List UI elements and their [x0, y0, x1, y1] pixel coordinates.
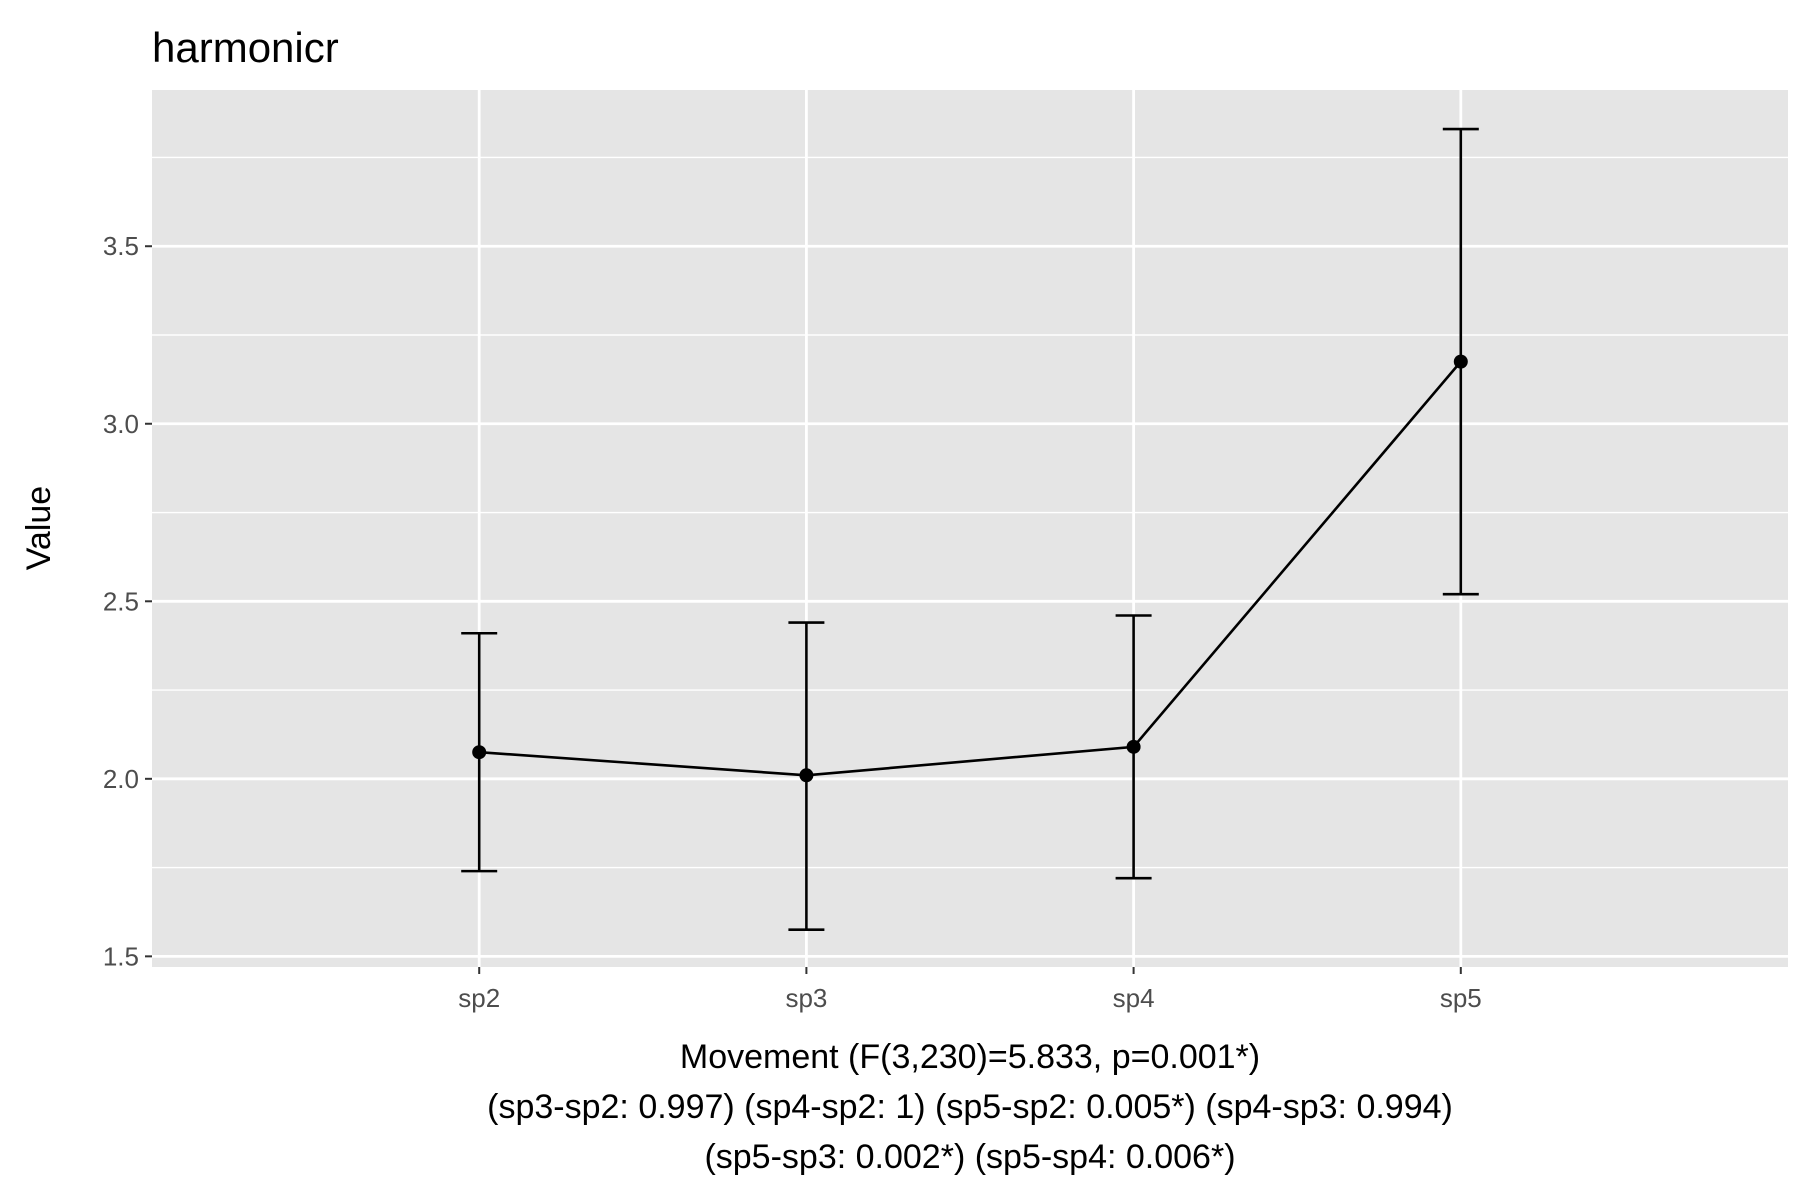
y-tick-label: 1.5	[103, 941, 139, 971]
y-tick-label: 2.5	[103, 586, 139, 616]
y-tick-label: 3.5	[103, 231, 139, 261]
chart-title: harmonicr	[152, 24, 339, 71]
x-axis: sp2 sp3 sp4 sp5	[458, 967, 1482, 1013]
data-point	[799, 768, 814, 783]
data-point	[472, 745, 487, 760]
data-point	[1453, 354, 1468, 369]
x-axis-title-line-1: Movement (F(3,230)=5.833, p=0.001*)	[680, 1038, 1260, 1076]
x-axis-title-line-2: (sp3-sp2: 0.997) (sp4-sp2: 1) (sp5-sp2: …	[487, 1088, 1453, 1126]
x-tick-label: sp4	[1113, 983, 1155, 1013]
y-axis-title: Value	[20, 486, 58, 570]
grid-minor	[152, 156, 1788, 869]
data-point	[1126, 739, 1141, 754]
series-line	[479, 360, 1462, 777]
x-tick-label: sp3	[785, 983, 827, 1013]
plot-panel	[152, 90, 1788, 967]
x-axis-title-line-3: (sp5-sp3: 0.002*) (sp5-sp4: 0.006*)	[704, 1138, 1235, 1176]
x-tick-label: sp5	[1440, 983, 1482, 1013]
y-tick-label: 2.0	[103, 764, 139, 794]
x-tick-label: sp2	[458, 983, 500, 1013]
series	[461, 127, 1479, 932]
y-axis: 1.5 2.0 2.5 3.0 3.5	[103, 231, 152, 971]
y-tick-label: 3.0	[103, 409, 139, 439]
